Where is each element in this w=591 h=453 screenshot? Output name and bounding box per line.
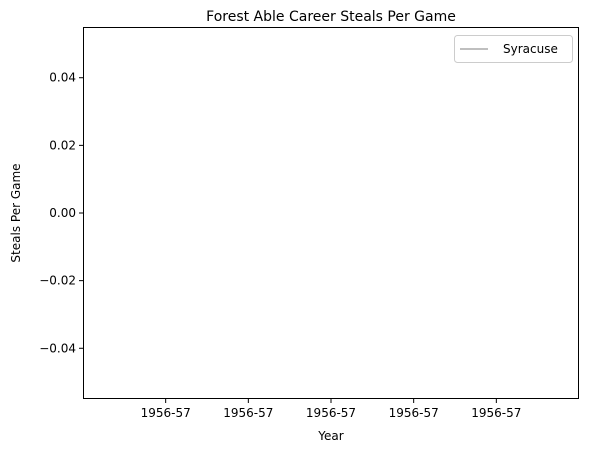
x-tick-label: 1956-57 — [471, 406, 521, 420]
x-tick-label: 1956-57 — [141, 406, 191, 420]
x-axis: 1956-57 1956-57 1956-57 1956-57 1956-57 — [141, 399, 521, 420]
x-tick-label: 1956-57 — [306, 406, 356, 420]
y-tick-label: 0.00 — [49, 206, 76, 220]
y-tick-label: 0.04 — [49, 71, 76, 85]
chart-title: Forest Able Career Steals Per Game — [206, 9, 456, 25]
x-axis-label: Year — [317, 429, 343, 443]
y-tick-label: 0.02 — [49, 138, 76, 152]
legend-box — [454, 35, 573, 63]
x-tick-label: 1956-57 — [389, 406, 439, 420]
y-tick-label: −0.02 — [39, 274, 76, 288]
plot-area — [83, 27, 579, 399]
x-tick-label: 1956-57 — [223, 406, 273, 420]
legend: Syracuse — [454, 35, 573, 63]
plot-frame — [83, 27, 579, 399]
legend-label: Syracuse — [503, 42, 558, 56]
y-tick-label: −0.04 — [39, 341, 76, 355]
y-axis-label: Steals Per Game — [9, 163, 23, 262]
y-axis: −0.04 −0.02 0.00 0.02 0.04 — [39, 71, 83, 355]
